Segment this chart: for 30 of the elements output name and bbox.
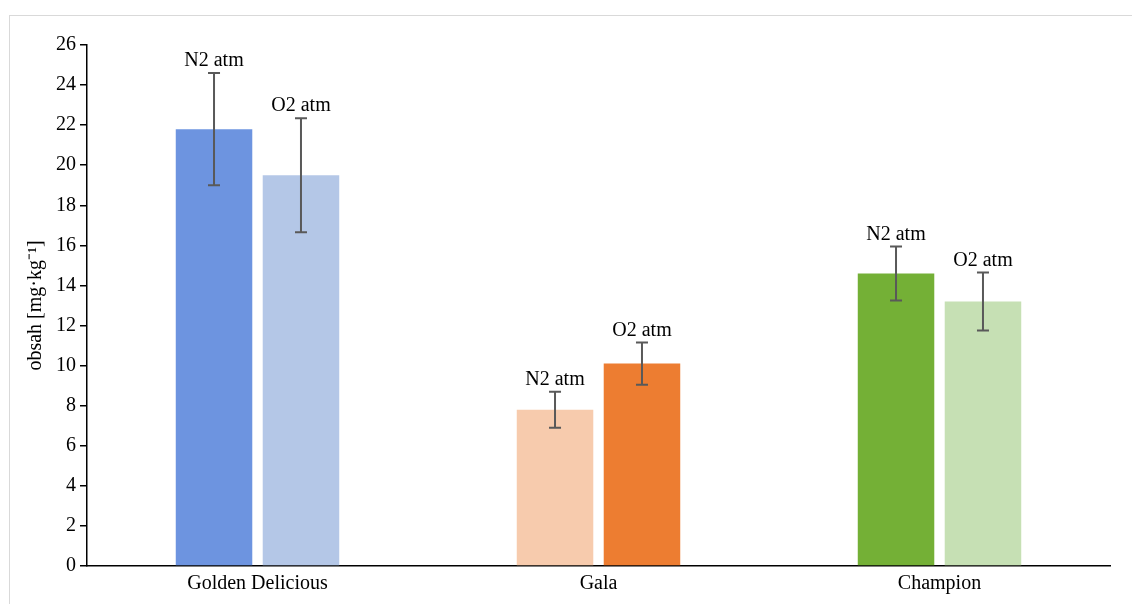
y-tick-label: 14 [56, 272, 76, 295]
y-tick-label: 4 [66, 473, 76, 496]
x-tick-label: Golden Delicious [187, 571, 328, 594]
y-tick-label: 18 [56, 192, 76, 215]
y-tick-label: 10 [56, 352, 76, 375]
text: N2 atm [184, 48, 244, 71]
series-label: O2 atm [612, 317, 673, 340]
x-tick-label: Champion [897, 571, 982, 595]
x-tick-label: Gala [579, 571, 618, 594]
bar [857, 273, 935, 566]
y-axis-title: obsah [mg·kg⁻¹] [23, 240, 47, 371]
text: N2 atm [866, 221, 926, 244]
series-label: N2 atm [525, 366, 586, 389]
y-tick-label: 16 [56, 232, 76, 255]
bar [944, 301, 1022, 566]
y-tick-label: 20 [56, 152, 76, 175]
y-tick-label: 22 [56, 112, 76, 135]
y-tick-label: 8 [66, 392, 76, 415]
y-tick-label: 12 [56, 312, 76, 335]
bar [603, 363, 681, 566]
text: O2 atm [953, 247, 1013, 270]
y-tick-label: 2 [66, 513, 76, 536]
y-tick-label: 0 [66, 553, 76, 576]
bar [262, 175, 340, 566]
text: O2 atm [271, 93, 331, 116]
bar [516, 409, 594, 566]
y-tick-label: 6 [66, 433, 76, 456]
y-tick-label: 26 [56, 32, 76, 55]
y-tick-label: 24 [56, 72, 76, 95]
bar [175, 129, 253, 566]
